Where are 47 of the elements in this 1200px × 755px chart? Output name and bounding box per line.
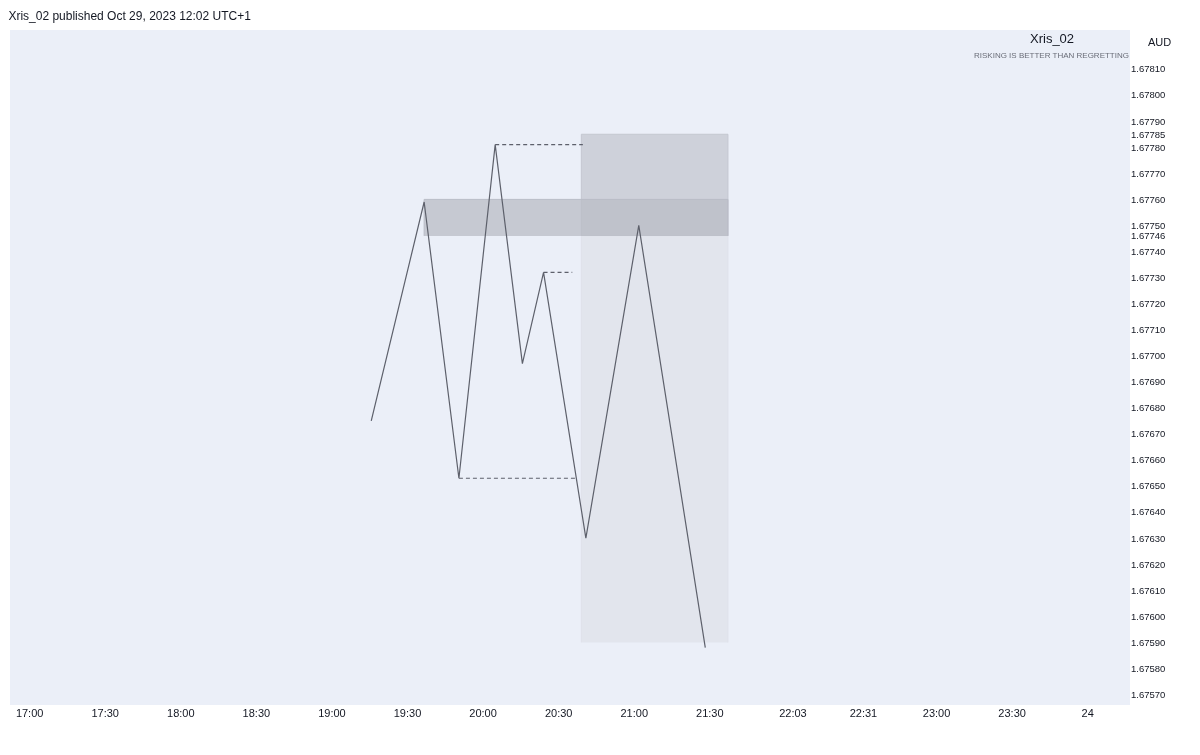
y-tick-label: 1.67690	[1131, 376, 1166, 388]
x-tick-label: 18:30	[242, 707, 271, 719]
chart-title: Xris_02 published Oct 29, 2023 12:02 UTC+1	[8, 8, 252, 23]
y-tick-label: 1.67720	[1131, 297, 1166, 309]
x-tick-label: 20:30	[544, 707, 573, 719]
y-tick-label: 1.67660	[1131, 454, 1166, 466]
y-tick-label: 1.67760	[1131, 193, 1166, 205]
y-tick-label: 1.67570	[1131, 688, 1166, 700]
x-tick-label: 19:30	[393, 707, 422, 719]
x-tick-label: 22:31	[849, 707, 878, 719]
x-tick-label: 17:30	[91, 707, 119, 719]
y-tick-label: 1.67770	[1131, 167, 1166, 179]
y-tick-label: 1.67620	[1131, 558, 1166, 570]
y-tick-label: 1.67700	[1131, 350, 1166, 362]
y-tick-label: 1.67710	[1131, 324, 1166, 336]
x-tick-label: 17:00	[15, 707, 44, 719]
y-tick-label: 1.67790	[1131, 115, 1166, 127]
y-tick-label: 1.67610	[1131, 584, 1166, 596]
annotation: RISKING IS BETTER THAN REGRETTING	[974, 51, 1129, 60]
x-tick-label: 23:30	[998, 707, 1026, 719]
x-tick-label: 19:00	[318, 707, 346, 719]
text: AUD	[1148, 36, 1172, 48]
y-tick-label: 1.67650	[1131, 480, 1166, 492]
y-tick-label: 1.67746	[1131, 230, 1166, 242]
x-tick-label: 18:00	[167, 707, 195, 719]
y-tick-label: 1.67670	[1131, 428, 1166, 440]
y-tick-label: 1.67680	[1131, 402, 1166, 414]
line-series	[370, 144, 706, 649]
y-tick-label: 1.67630	[1131, 532, 1166, 544]
annotation: Xris_02	[1030, 31, 1075, 46]
y-tick-label: 1.67600	[1131, 610, 1166, 622]
x-tick-label: 21:30	[696, 707, 724, 719]
x-tick-label: 24	[1081, 707, 1094, 719]
y-tick-label: 1.67580	[1131, 662, 1166, 674]
x-tick-label: 22:03	[779, 707, 807, 719]
y-tick-label: 1.67800	[1131, 89, 1166, 101]
y-tick-label: 1.67810	[1131, 63, 1166, 75]
x-tick-label: 21:00	[620, 707, 649, 719]
x-tick-label: 20:00	[469, 707, 497, 719]
y-tick-label: 1.67785	[1131, 128, 1166, 140]
y-tick-label: 1.67750	[1131, 219, 1166, 231]
y-tick-label: 1.67730	[1131, 271, 1166, 283]
y-tick-label: 1.67740	[1131, 245, 1166, 257]
y-tick-label: 1.67640	[1131, 506, 1166, 518]
y-tick-label: 1.67590	[1131, 636, 1166, 648]
y-tick-label: 1.67780	[1131, 141, 1166, 153]
x-tick-label: 23:00	[922, 707, 951, 719]
